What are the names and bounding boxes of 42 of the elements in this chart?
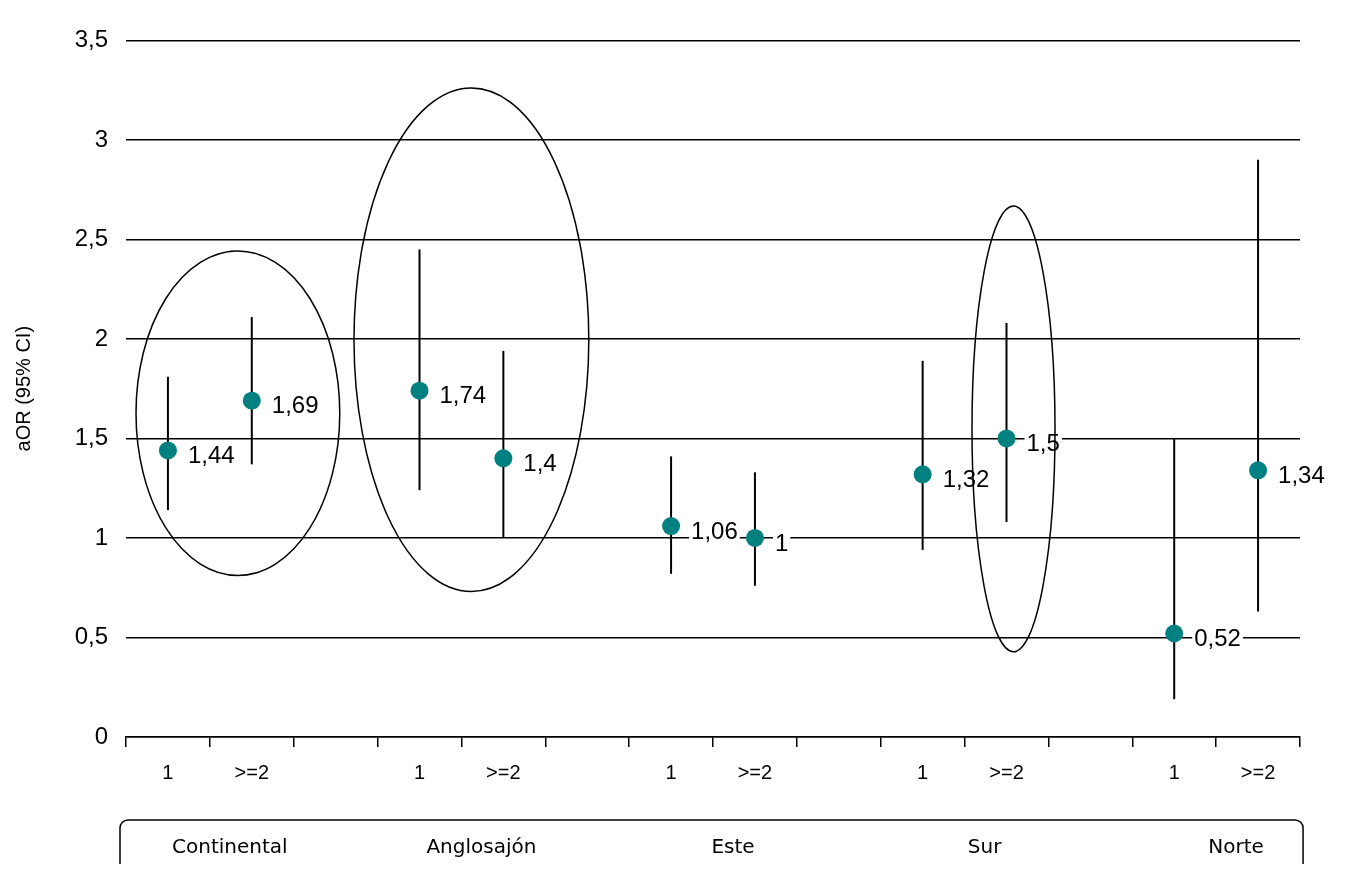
y-tick-label: 1,5 bbox=[74, 423, 108, 451]
text: Anglosajón bbox=[426, 834, 537, 859]
point bbox=[158, 441, 177, 460]
y-tick-label: 2 bbox=[94, 323, 108, 351]
data-label: 1,06 bbox=[691, 516, 738, 544]
point bbox=[997, 429, 1016, 448]
point bbox=[1249, 461, 1268, 480]
text: Continental bbox=[172, 834, 288, 859]
y-tick-label: 0 bbox=[94, 721, 108, 749]
point bbox=[242, 391, 261, 410]
x-tick-label: 1 bbox=[413, 760, 426, 783]
x-tick-label: >=2 bbox=[234, 760, 270, 783]
y-tick-label: 3,5 bbox=[74, 25, 108, 53]
point bbox=[494, 449, 513, 468]
data-label: 1,34 bbox=[1278, 460, 1325, 488]
x-tick-label: >=2 bbox=[737, 760, 773, 783]
point bbox=[662, 517, 681, 536]
data-label: 1 bbox=[774, 528, 789, 556]
x-tick-label: >=2 bbox=[989, 760, 1024, 783]
y-tick-label: 2,5 bbox=[74, 224, 108, 252]
data-label: 1,74 bbox=[439, 381, 487, 409]
text: Sur bbox=[967, 834, 1003, 859]
data-label: 1,69 bbox=[271, 391, 319, 419]
point bbox=[745, 528, 764, 547]
text: Este bbox=[711, 834, 755, 859]
point bbox=[913, 465, 932, 484]
y-tick-label: 3 bbox=[94, 124, 108, 152]
data-label: 0,52 bbox=[1194, 624, 1241, 652]
y-tick-label: 1 bbox=[94, 522, 108, 550]
x-tick-label: 1 bbox=[917, 760, 929, 783]
x-tick-label: >=2 bbox=[486, 760, 521, 783]
x-tick-label: 1 bbox=[162, 760, 174, 783]
data-label: 1,44 bbox=[187, 441, 235, 469]
x-tick-label: 1 bbox=[1168, 760, 1180, 783]
x-tick-label: 1 bbox=[665, 760, 677, 783]
text: Norte bbox=[1208, 834, 1264, 859]
x-tick-label: >=2 bbox=[1240, 760, 1276, 783]
data-label: 1,4 bbox=[523, 448, 557, 476]
y-axis-title: aOR (95% CI) bbox=[11, 325, 34, 452]
point bbox=[1165, 624, 1184, 643]
point bbox=[410, 381, 429, 400]
y-tick-label: 0,5 bbox=[74, 622, 108, 650]
